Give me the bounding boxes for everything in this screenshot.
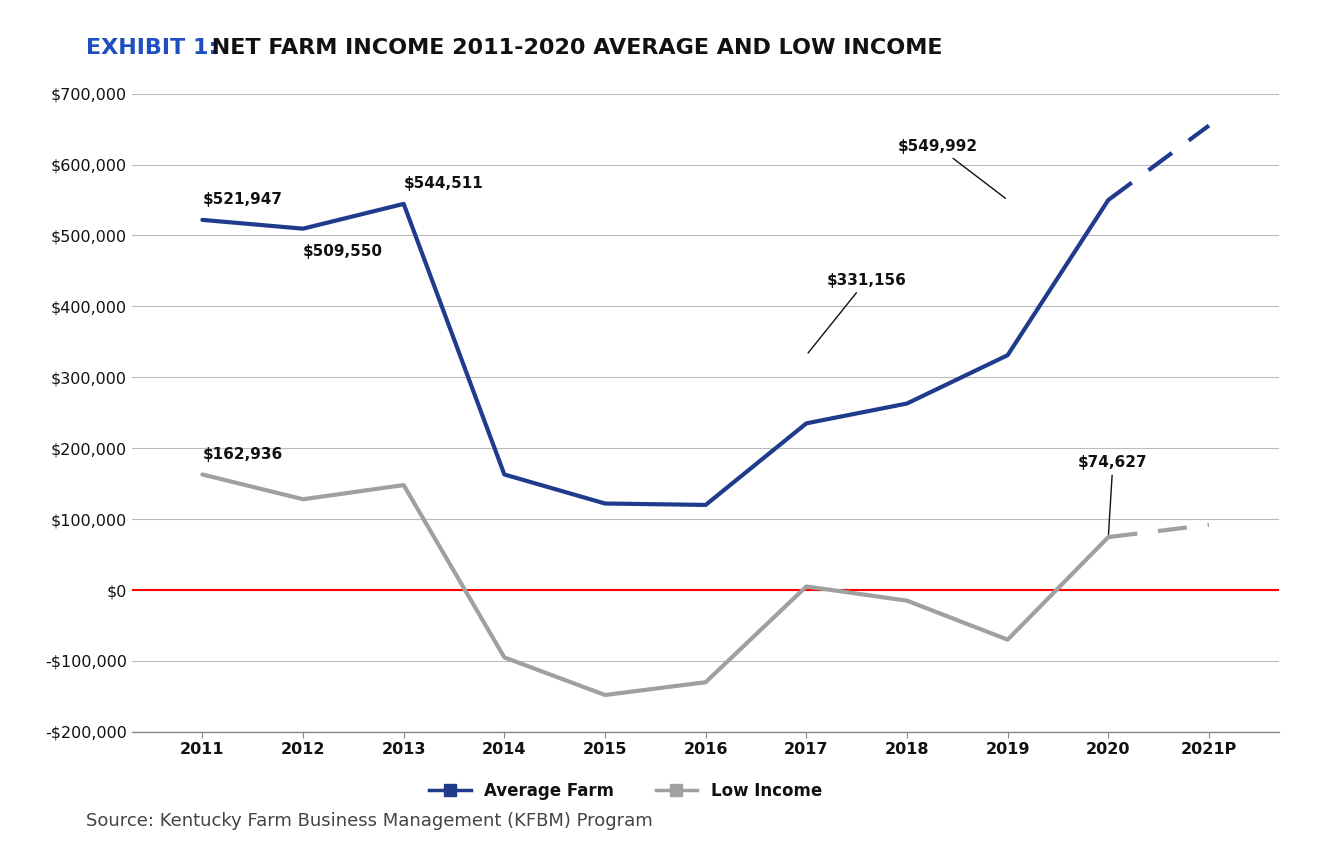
Text: EXHIBIT 1:: EXHIBIT 1: (86, 38, 218, 59)
Text: $509,550: $509,550 (303, 244, 383, 260)
Legend: Average Farm, Low Income: Average Farm, Low Income (422, 775, 828, 807)
Text: $544,511: $544,511 (404, 176, 484, 191)
Text: $162,936: $162,936 (202, 447, 282, 462)
Text: $549,992: $549,992 (897, 139, 1005, 198)
Text: $331,156: $331,156 (809, 273, 906, 353)
Text: $521,947: $521,947 (202, 192, 282, 207)
Text: Source: Kentucky Farm Business Management (KFBM) Program: Source: Kentucky Farm Business Managemen… (86, 812, 653, 830)
Text: $74,627: $74,627 (1078, 454, 1148, 534)
Text: NET FARM INCOME 2011-2020 AVERAGE AND LOW INCOME: NET FARM INCOME 2011-2020 AVERAGE AND LO… (204, 38, 943, 59)
